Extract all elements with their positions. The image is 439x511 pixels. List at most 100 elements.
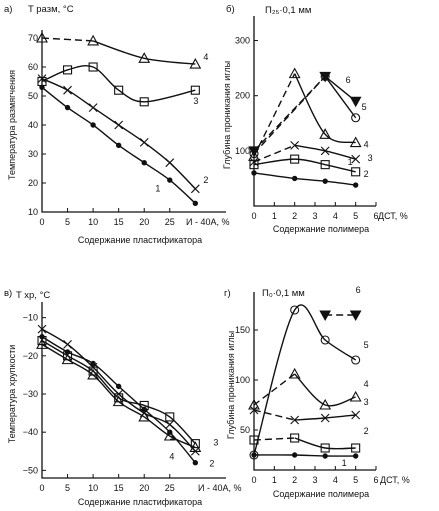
data-point (319, 128, 332, 139)
x-tick-label: 10 (88, 217, 98, 227)
panel-3: в) T хр, °C Температура хрупкости Содержани… (4, 288, 241, 507)
series-line (41, 64, 196, 103)
series-line (92, 40, 196, 65)
data-point (322, 178, 328, 184)
x-tick-label: 20 (139, 217, 149, 227)
data-point (320, 443, 330, 453)
data-point (114, 120, 124, 130)
data-point (190, 439, 200, 449)
series-6: 6 (248, 71, 362, 157)
data-point (139, 138, 149, 147)
x-axis-label: Содержание полимера (273, 489, 369, 499)
x-tick-label: 3 (312, 475, 317, 485)
data-point (351, 355, 361, 365)
x-tick-label: 5 (65, 483, 70, 493)
x-axis-end-label: ДСТ, % (380, 475, 410, 485)
data-point (192, 460, 199, 466)
series-line-dashed (253, 409, 295, 421)
series-line-dashed (253, 75, 326, 155)
data-point (249, 450, 259, 460)
data-point (189, 57, 202, 69)
y-tick-label: −30 (23, 389, 38, 399)
series-line-dashed (253, 437, 295, 441)
y-tick-label: 60 (28, 62, 38, 72)
data-point (36, 31, 48, 43)
y-tick-label: 100 (235, 146, 250, 156)
x-tick-label: 1 (272, 475, 277, 485)
panel-label: в) (4, 288, 12, 299)
series-label: 1 (155, 183, 160, 193)
data-point (139, 97, 149, 107)
x-tick-label: 6 (373, 211, 378, 221)
series-line (253, 172, 356, 186)
series-line (294, 144, 356, 160)
data-point (90, 122, 96, 128)
axes (253, 16, 376, 207)
x-tick-label: 0 (39, 217, 44, 227)
data-point (63, 65, 73, 75)
data-point (114, 85, 124, 95)
data-point (291, 175, 298, 182)
x-tick-label: 4 (333, 211, 338, 221)
panel-1: а) T разм, °C Температура размягчения Содер… (4, 4, 229, 245)
series-label: 3 (193, 96, 198, 106)
y-tick-label: 50 (28, 91, 38, 101)
data-point (112, 395, 125, 407)
y-axis-top-label: П₀·0,1 мм (262, 288, 305, 299)
series-line (41, 343, 196, 449)
x-tick-label: 1 (272, 211, 277, 221)
data-point (139, 400, 149, 411)
series-label: 4 (364, 379, 369, 389)
series-2: 2 (249, 154, 369, 179)
data-point (320, 413, 330, 423)
x-tick-label: 5 (65, 217, 70, 227)
series-line-dashed (253, 144, 295, 163)
y-tick-label: 200 (235, 91, 250, 101)
series-1: 1 (251, 157, 359, 188)
x-axis-end-label: И - 40А, % (198, 483, 241, 493)
data-point (288, 367, 301, 379)
data-point (165, 158, 175, 168)
y-tick-label: −50 (23, 465, 38, 475)
data-point (165, 412, 175, 422)
series-label: 5 (364, 340, 369, 350)
panel-label: г) (224, 288, 231, 299)
x-axis-label: Содержание полимера (273, 224, 369, 234)
y-tick-label: −10 (23, 313, 38, 323)
data-point (349, 390, 362, 402)
y-tick-label: 10 (28, 207, 38, 217)
y-tick-label: −40 (23, 427, 38, 437)
series-3: 3 (249, 397, 369, 425)
series-label: 4 (364, 140, 369, 150)
series-1: 1 (251, 452, 359, 468)
series-label: 4 (169, 451, 174, 461)
series-2: 2 (37, 74, 208, 194)
data-point (351, 113, 361, 123)
data-point (90, 360, 96, 367)
data-point (319, 310, 332, 322)
y-tick-label: 100 (235, 375, 250, 385)
series-6: 6 (319, 285, 362, 322)
series-label: 5 (362, 102, 367, 112)
series-2: 2 (249, 426, 369, 453)
data-point (291, 452, 298, 458)
y-axis-top-label: T разм, °C (28, 4, 74, 15)
data-point (192, 200, 199, 207)
data-point (115, 383, 122, 390)
data-point (290, 140, 300, 150)
data-point (63, 85, 72, 95)
series-label: 1 (348, 157, 353, 167)
x-axis-end-label: ДСТ, % (378, 211, 408, 221)
panel-2: б) П₂₅·0,1 мм Глубина проникания иглы Содер… (222, 4, 408, 234)
series-line (294, 373, 356, 407)
panel-4: г) П₀·0,1 мм Глубина проникания иглы Содерж… (224, 285, 410, 499)
series-line (294, 73, 356, 144)
x-tick-label: 0 (251, 475, 256, 485)
data-point (37, 324, 47, 334)
y-axis-label: Глубина проникания иглы (226, 331, 236, 439)
series-3: 3 (249, 140, 373, 167)
data-point (320, 335, 330, 345)
data-point (167, 177, 173, 183)
x-axis-label: Содержание пластификатора (78, 497, 202, 507)
